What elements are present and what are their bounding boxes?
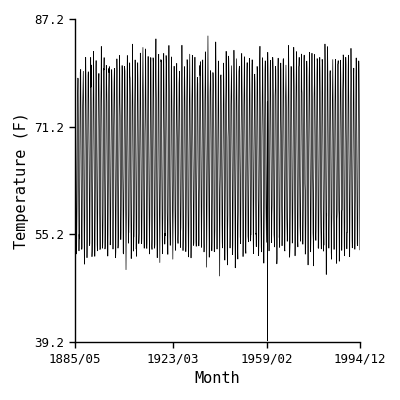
Y-axis label: Temperature (F): Temperature (F) [14,112,29,249]
X-axis label: Month: Month [194,371,240,386]
